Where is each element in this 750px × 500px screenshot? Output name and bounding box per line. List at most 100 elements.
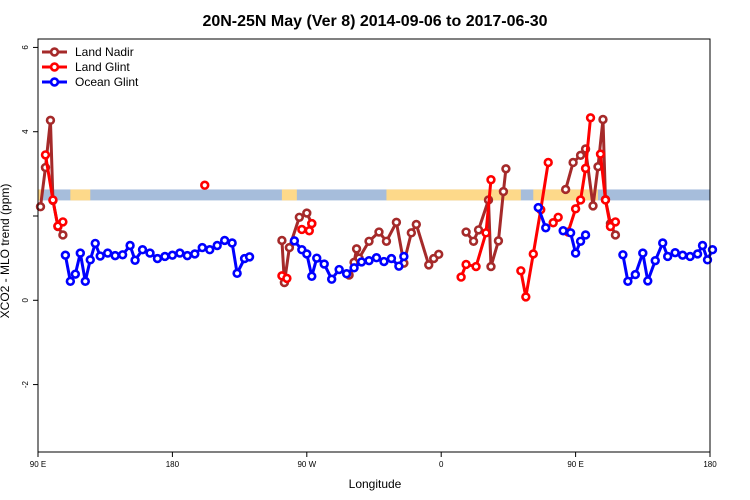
data-point	[65, 276, 76, 287]
data-point	[219, 235, 230, 246]
ocean-band	[38, 189, 710, 201]
series-land-glint	[40, 113, 621, 302]
data-point	[533, 202, 543, 213]
data-point	[110, 250, 120, 261]
data-point	[528, 249, 538, 259]
data-point	[277, 235, 287, 246]
x-tick-label: 90 E	[567, 460, 583, 469]
y-tick-label: 0	[21, 298, 30, 303]
y-tick-label: 4	[21, 129, 30, 134]
data-point	[137, 245, 148, 255]
legend-marker	[49, 62, 60, 72]
data-point	[341, 269, 352, 279]
legend-marker	[49, 47, 60, 57]
data-point	[399, 251, 409, 262]
data-point	[80, 276, 90, 287]
data-point	[391, 217, 402, 228]
y-axis: -2 0 4 6	[21, 45, 38, 388]
data-point	[685, 251, 695, 262]
data-point	[486, 175, 496, 185]
plot-frame	[37, 38, 711, 453]
data-point	[468, 236, 479, 246]
data-point	[227, 238, 237, 248]
data-point	[145, 248, 155, 258]
data-point	[356, 257, 367, 267]
data-point	[471, 261, 481, 272]
data-point	[160, 251, 170, 262]
chart-title: 20N-25N May (Ver 8) 2014-09-06 to 2017-0…	[202, 13, 547, 30]
data-point	[232, 268, 242, 279]
data-point	[364, 236, 374, 246]
data-point	[190, 249, 200, 259]
data-point	[580, 230, 591, 240]
data-point	[610, 230, 621, 240]
data-point	[456, 272, 466, 282]
data-point	[553, 212, 563, 222]
data-point	[575, 236, 586, 246]
data-point	[575, 195, 586, 205]
data-point	[406, 228, 417, 238]
series-line	[566, 117, 593, 233]
data-point	[75, 248, 86, 258]
data-point	[658, 238, 668, 248]
data-point	[351, 244, 362, 254]
data-point	[117, 250, 128, 260]
data-point	[284, 242, 295, 253]
data-point	[548, 218, 558, 228]
series-ocean-glint	[60, 202, 718, 287]
x-axis-label: Longitude	[349, 477, 402, 491]
land-band-segment	[533, 189, 598, 201]
data-point	[565, 228, 576, 238]
land-band-segment	[281, 189, 297, 201]
data-point	[610, 217, 621, 227]
data-point	[95, 251, 105, 261]
data-point	[677, 250, 688, 260]
data-point	[297, 224, 307, 235]
legend-label: Ocean Glint	[75, 75, 139, 89]
data-point	[58, 230, 68, 240]
data-point	[570, 248, 581, 258]
data-point	[461, 259, 471, 270]
x-axis: 90 E 180 90 W 0 90 E 180	[30, 452, 717, 469]
data-point	[580, 163, 591, 174]
y-axis-label: XCO2 - MLO trend (ppm)	[0, 184, 12, 319]
data-point	[598, 114, 608, 125]
data-point	[541, 223, 551, 233]
data-point	[282, 273, 292, 284]
data-point	[319, 259, 329, 269]
data-point	[560, 184, 571, 195]
data-point	[60, 250, 71, 260]
data-point	[244, 252, 255, 262]
y-tick-label: 6	[21, 45, 30, 50]
land-band-segment	[386, 189, 521, 201]
data-point	[662, 251, 673, 262]
data-point	[70, 269, 81, 279]
x-tick-label: 90 E	[30, 460, 46, 469]
x-tick-label: 0	[439, 460, 444, 469]
data-point	[618, 250, 628, 260]
land-band-segment	[70, 189, 91, 201]
data-point	[167, 250, 178, 260]
data-point	[486, 261, 496, 272]
data-point	[48, 195, 58, 205]
data-point	[702, 255, 713, 265]
data-point	[595, 149, 606, 159]
data-point	[630, 269, 641, 280]
data-point	[558, 226, 568, 236]
data-point	[434, 249, 444, 260]
data-point	[670, 247, 680, 258]
data-point	[212, 240, 222, 251]
x-tick-label: 180	[703, 460, 717, 469]
series-layer	[35, 113, 718, 302]
data-point	[312, 253, 322, 263]
data-point	[501, 164, 511, 174]
data-point	[481, 228, 491, 238]
data-point	[692, 249, 703, 259]
data-point	[58, 217, 68, 227]
data-point	[600, 195, 611, 205]
data-point	[200, 180, 210, 190]
data-point	[152, 253, 163, 264]
legend-marker	[49, 77, 60, 87]
